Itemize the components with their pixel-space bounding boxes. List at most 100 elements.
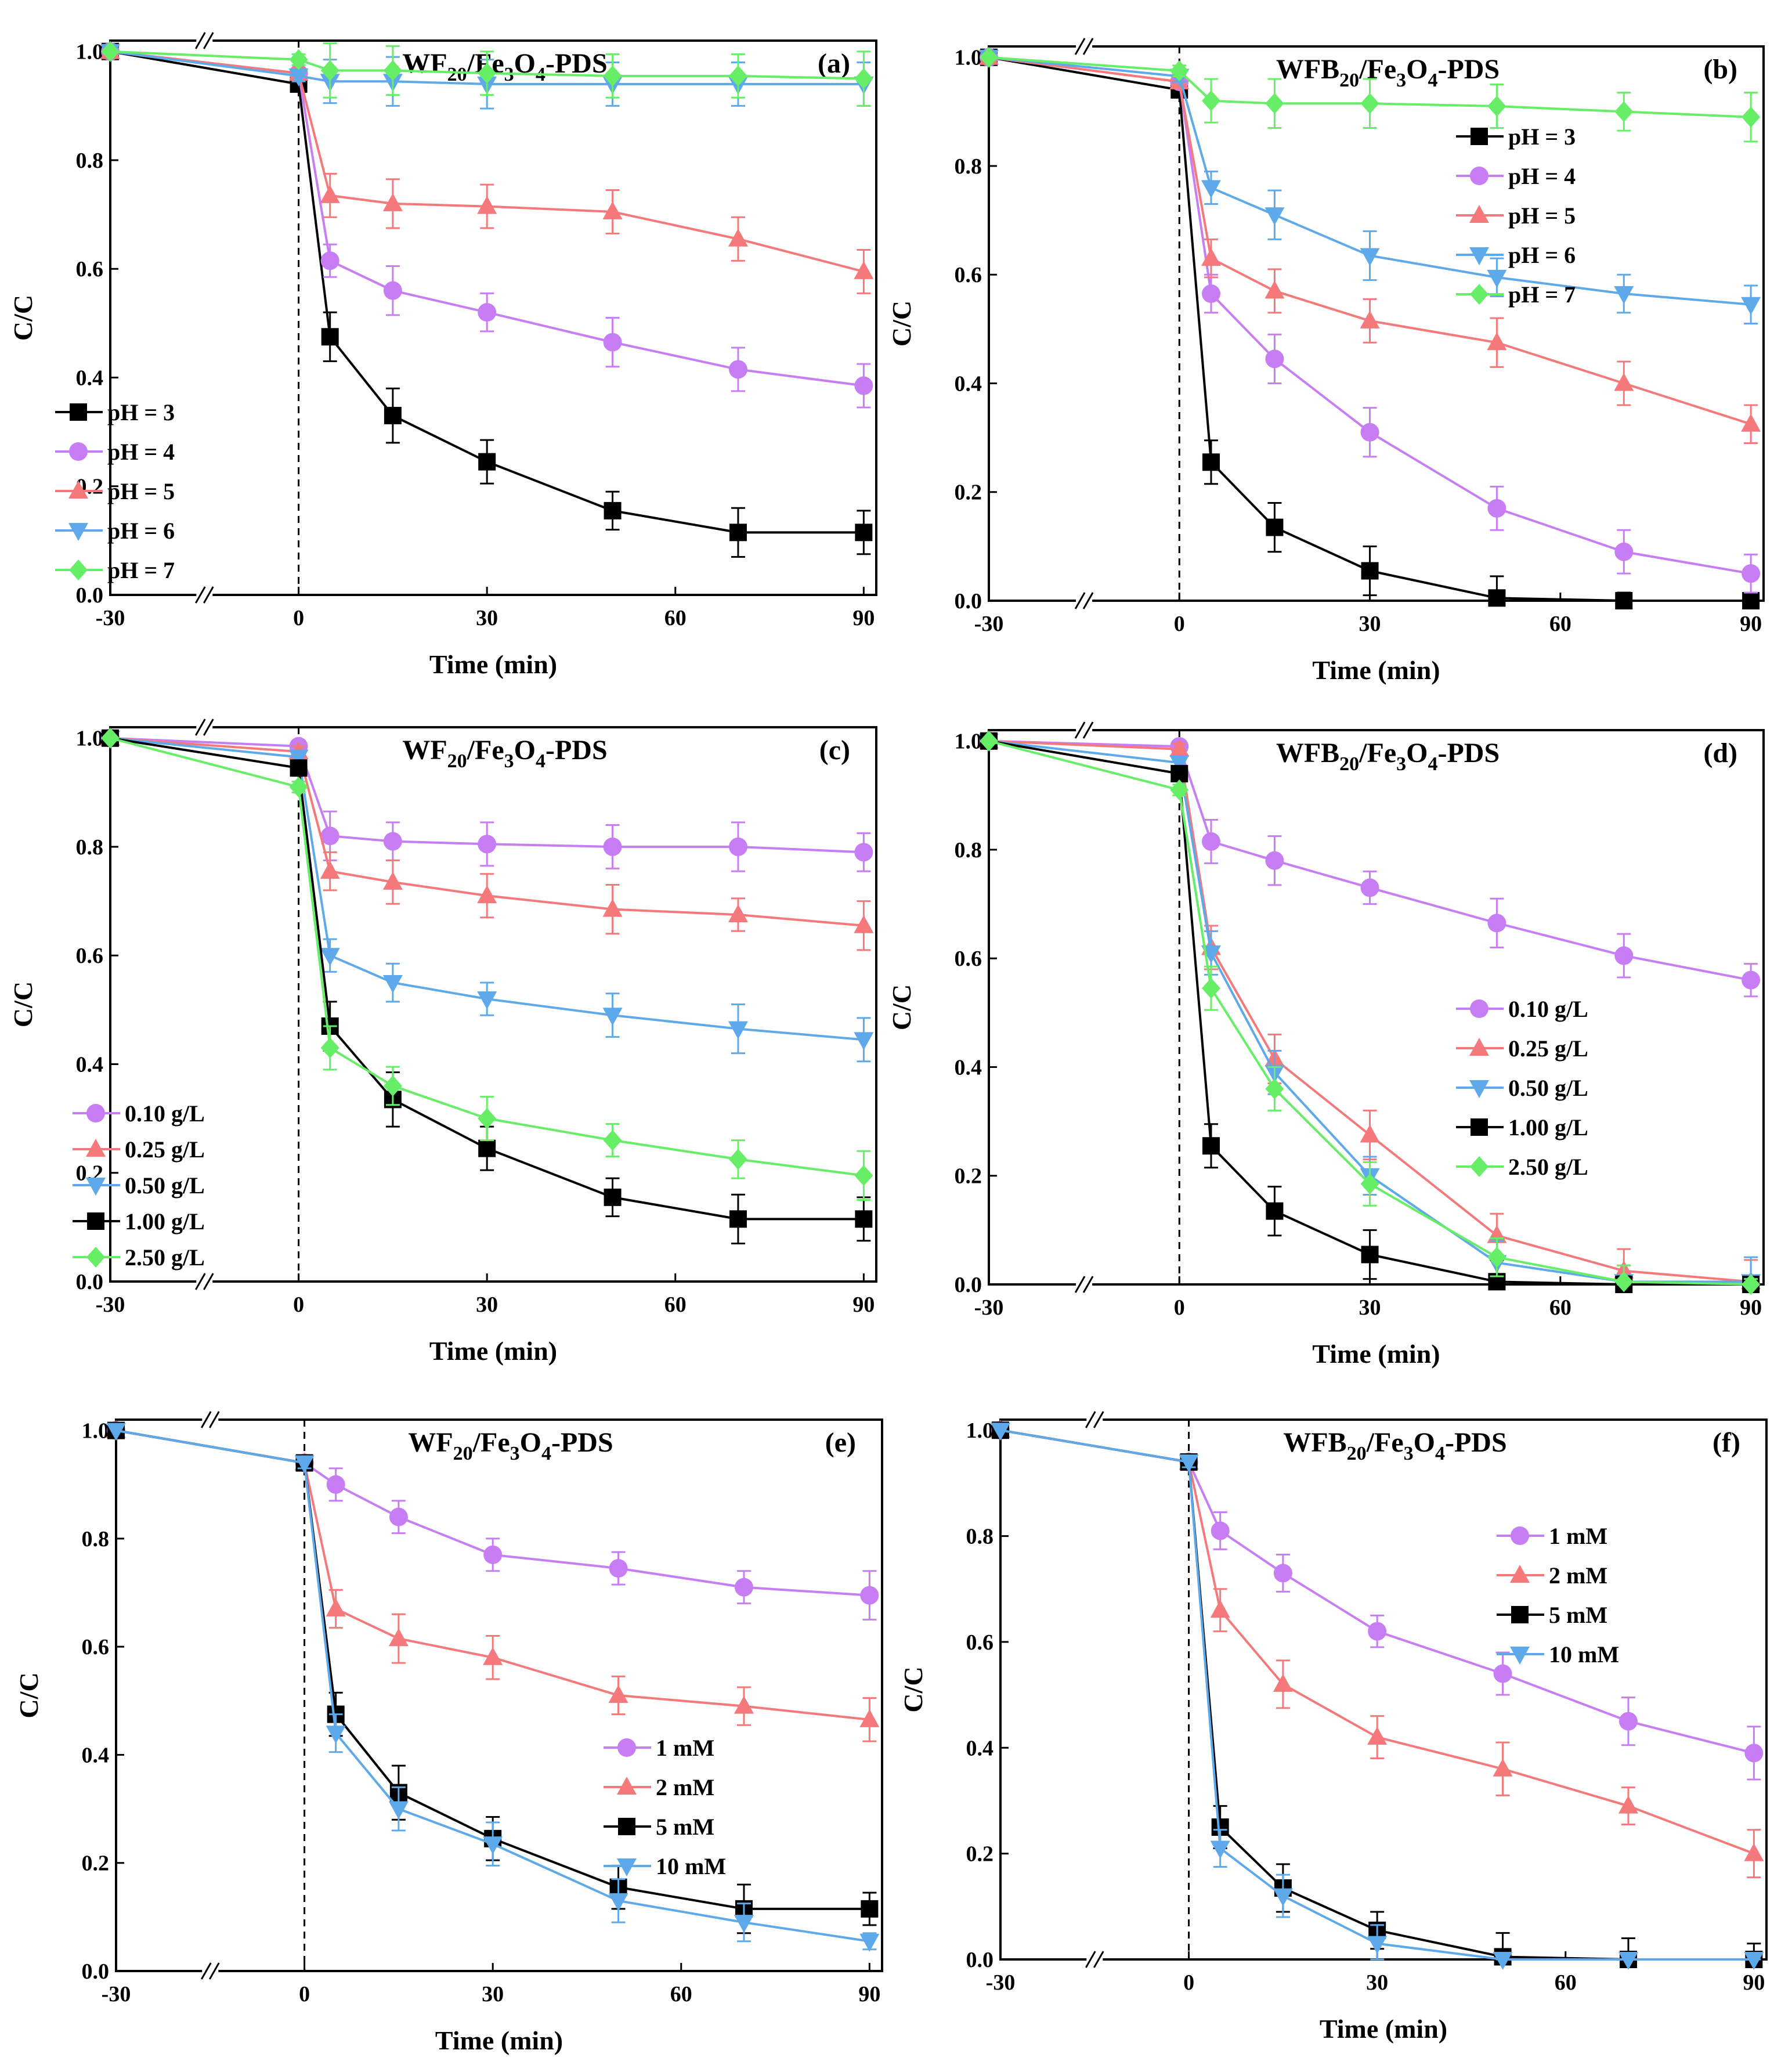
data-point — [1266, 1202, 1284, 1220]
x-axis-title: Time (min) — [429, 1336, 557, 1366]
data-point — [1367, 1936, 1388, 1954]
legend: 0.10 g/L 0.25 g/L 0.50 g/L 1.00 g/L 2.50 g/L — [73, 1100, 205, 1270]
data-point — [383, 281, 402, 300]
axis-break-mark — [1085, 1951, 1096, 1968]
axis-break-gap-top — [1086, 1413, 1103, 1427]
y-tick-label: 0.8 — [955, 154, 982, 179]
legend-label: 2 mM — [1549, 1562, 1607, 1589]
data-point — [1487, 332, 1507, 351]
y-tick-label: 0.6 — [76, 257, 104, 281]
panel-title: WFB20/Fe3O4-PDS — [1283, 1427, 1506, 1464]
data-point — [320, 826, 339, 846]
legend-marker — [1469, 1080, 1489, 1098]
legend-marker — [1510, 1647, 1530, 1665]
data-point — [1265, 349, 1284, 369]
x-tick-label: -30 — [96, 1293, 125, 1317]
panel-title-part: -PDS — [551, 1427, 613, 1458]
panel-label: (a) — [818, 48, 850, 79]
panel-title-subscript: 4 — [1435, 1443, 1445, 1464]
x-tick-label: 60 — [1549, 1295, 1571, 1320]
panel-title-part: O — [1406, 54, 1428, 85]
data-point — [1487, 95, 1506, 117]
y-tick-label: 0.0 — [82, 1959, 110, 1984]
legend: 1 mM 2 mM 5 mM 10 mM — [1497, 1523, 1619, 1667]
data-point — [1360, 878, 1379, 897]
panel-title-subscript: 3 — [510, 1443, 520, 1464]
legend-marker — [1511, 1606, 1529, 1623]
legend-label: 5 mM — [1549, 1602, 1607, 1628]
data-point — [1618, 1795, 1638, 1814]
axis-break-mark — [1082, 38, 1094, 55]
series-line — [988, 739, 1751, 1286]
legend-marker — [1471, 1118, 1488, 1136]
chart-panel-b: 0.0 0.2 0.4 0.6 0.8 1.0 -30 0 30 60 90 Time (min) C/… — [887, 38, 1765, 685]
data-point — [1360, 423, 1379, 442]
axis-break-mark — [208, 1962, 220, 1980]
data-point — [1493, 1758, 1513, 1777]
data-point — [320, 861, 340, 879]
x-tick-label: 0 — [1183, 1970, 1194, 1995]
axis-break-mark — [194, 586, 206, 604]
data-point — [478, 63, 497, 84]
axis-break-gap-top — [202, 1413, 219, 1427]
series-10-mm — [991, 1423, 1764, 1970]
axis-break-mark — [1074, 592, 1086, 609]
data-point — [734, 1915, 754, 1933]
x-tick-label: 0 — [1174, 1295, 1185, 1320]
y-tick-label: 1.0 — [76, 40, 104, 64]
data-point — [1744, 1952, 1764, 1970]
legend-label: pH = 4 — [107, 439, 175, 465]
legend-marker — [68, 481, 88, 499]
legend-marker — [1471, 128, 1488, 145]
legend-label: 10 mM — [656, 1853, 726, 1879]
x-tick-label: 60 — [1549, 612, 1571, 636]
panel-title: WF20/Fe3O4-PDS — [402, 48, 607, 85]
series-line — [988, 56, 1751, 602]
axis-break-mark — [1082, 1276, 1094, 1293]
data-point — [604, 1188, 622, 1206]
data-point — [389, 1507, 408, 1526]
series-2-50-g-l — [980, 730, 1761, 1295]
data-point — [1201, 284, 1220, 304]
x-axis-title: Time (min) — [1312, 1339, 1440, 1369]
legend-marker — [1469, 1038, 1489, 1056]
data-point — [320, 948, 340, 966]
data-point — [729, 524, 747, 542]
data-point — [326, 1726, 346, 1744]
data-point — [483, 1647, 503, 1665]
data-point — [1201, 832, 1220, 851]
data-point — [1614, 101, 1634, 122]
data-point — [1202, 453, 1220, 471]
data-point — [1614, 946, 1634, 965]
x-tick-label: 0 — [293, 606, 304, 630]
legend-marker — [86, 1104, 105, 1122]
x-tick-label: 0 — [1174, 612, 1185, 636]
data-point — [483, 1545, 503, 1564]
panel-label: (d) — [1703, 738, 1737, 768]
panel-title-part: /Fe — [1359, 738, 1396, 768]
axis-break-mark — [200, 1411, 212, 1428]
series-line — [1000, 1429, 1754, 1755]
legend-marker — [70, 403, 87, 421]
data-point — [1487, 269, 1507, 288]
data-point — [1179, 1454, 1199, 1472]
panel-title-subscript: 3 — [1396, 753, 1406, 775]
x-tick-label: 0 — [293, 1293, 304, 1317]
data-point — [1202, 1137, 1220, 1155]
data-point — [1265, 851, 1284, 870]
data-point — [1742, 1274, 1761, 1295]
axis-break-gap-bottom — [202, 1964, 219, 1978]
data-point — [1201, 977, 1220, 999]
data-point — [1614, 373, 1634, 391]
y-tick-label: 0.2 — [955, 481, 982, 505]
data-point — [288, 68, 309, 86]
data-point — [1265, 1078, 1284, 1099]
data-point — [294, 1455, 315, 1474]
legend-label: 5 mM — [656, 1814, 714, 1840]
legend-marker — [86, 1178, 106, 1196]
series-ph-3 — [102, 42, 873, 558]
axis-break-mark — [1082, 592, 1094, 609]
data-point — [478, 303, 497, 322]
chart-panel-d: 0.0 0.2 0.4 0.6 0.8 1.0 -30 0 30 60 90 Time (min) C/… — [887, 721, 1765, 1369]
